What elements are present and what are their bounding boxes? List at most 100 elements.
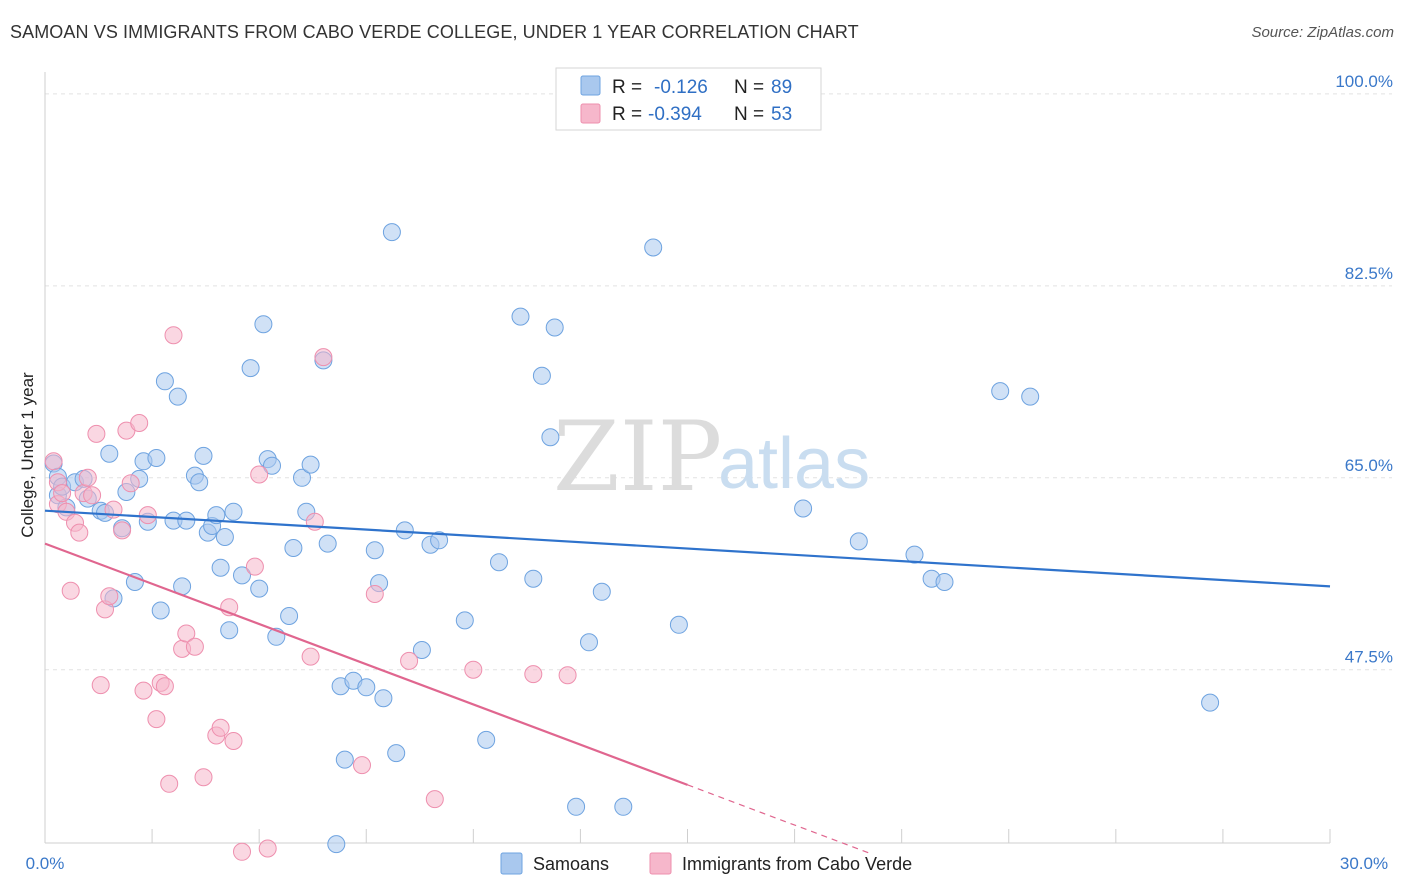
data-point [241,359,260,378]
data-points [44,223,1220,861]
series-samoans-points [44,223,1220,854]
data-point [400,651,419,670]
grid-lines [45,93,1392,671]
data-point [905,545,924,564]
data-point [194,446,213,465]
data-point [121,474,140,493]
data-point [113,521,132,540]
data-point [644,238,663,257]
data-point [155,372,174,391]
data-point [168,387,187,406]
x-tick-label-min: 0.0% [26,854,65,873]
data-point [130,414,149,432]
data-point [669,615,688,634]
y-tick-label: 82.5% [1345,264,1393,283]
bottom-legend: Samoans Immigrants from Cabo Verde [500,852,912,875]
data-point [125,573,144,591]
data-point [134,681,153,700]
data-point [233,566,251,585]
legend-r-value-2: -0.394 [648,104,702,125]
data-point [357,678,376,697]
x-tick-label-max: 30.0% [1340,854,1388,873]
data-point [455,611,474,630]
data-point [301,647,320,666]
data-point [430,531,449,550]
data-point [138,506,157,525]
data-point [147,710,166,729]
data-point [258,839,277,858]
data-point [524,569,543,588]
legend-n-value-1: 89 [771,77,792,98]
data-point [849,532,868,551]
data-point [190,473,209,492]
data-point [580,633,598,652]
data-point [382,223,401,242]
data-point [147,449,166,467]
data-point [220,621,239,640]
data-point [280,607,299,625]
data-point [177,511,196,530]
source-label: Source: ZipAtlas.com [1251,24,1394,41]
data-point [233,842,251,861]
data-point [477,730,496,749]
legend-r-label-1: R = [612,77,642,98]
data-point [365,541,384,560]
data-point [254,315,273,334]
bottom-legend-swatch-cabo-verde [649,852,672,875]
data-point [558,666,577,685]
trend-line-cabo-verde [44,542,688,786]
data-point [567,797,586,816]
legend-n-label-2: N = [734,104,764,125]
legend-r-label-2: R = [612,104,642,125]
data-point [211,718,230,737]
data-point [53,484,72,503]
data-point [100,444,119,463]
y-tick-label: 47.5% [1345,648,1393,667]
trend-lines [44,509,1331,855]
data-point [83,486,102,505]
data-point [490,553,508,572]
data-point [464,660,483,679]
data-point [318,534,337,553]
data-point [250,579,269,598]
data-point [511,307,530,326]
data-point [250,465,269,484]
data-point [224,732,243,750]
data-point [87,424,106,443]
data-point [353,756,371,775]
data-point [541,428,560,447]
data-point [614,797,633,816]
legend-box: R = -0.126 N = 89 R = -0.394 N = 53 [555,67,822,131]
data-point [412,641,431,659]
legend-swatch-cabo-verde [580,103,601,124]
data-point [425,790,444,809]
data-point [91,676,110,695]
data-point [164,326,183,345]
y-tick-labels: 47.5% 65.0% 82.5% 100.0% [1335,72,1393,667]
y-axis-label: College, Under 1 year [18,372,37,538]
data-point [314,348,333,367]
chart-title: SAMOAN VS IMMIGRANTS FROM CABO VERDE COL… [10,22,859,42]
data-point [100,587,119,606]
y-tick-label: 100.0% [1335,72,1393,91]
data-point [224,502,243,521]
data-point [284,539,303,557]
data-point [263,456,281,475]
legend-n-value-2: 53 [771,104,792,125]
series-cabo-verde-points [44,326,577,861]
data-point [293,468,311,487]
data-point [374,689,393,708]
data-point [365,585,384,603]
data-point [215,528,234,546]
data-point [327,835,346,854]
trend-line-extension [687,784,872,855]
data-point [794,499,813,518]
watermark: ZIP atlas [553,401,870,513]
data-point [61,581,80,600]
legend-n-label-1: N = [734,77,764,98]
data-point [151,601,170,620]
data-point [70,523,89,542]
data-point [301,455,320,474]
trend-line-samoans [44,509,1331,588]
